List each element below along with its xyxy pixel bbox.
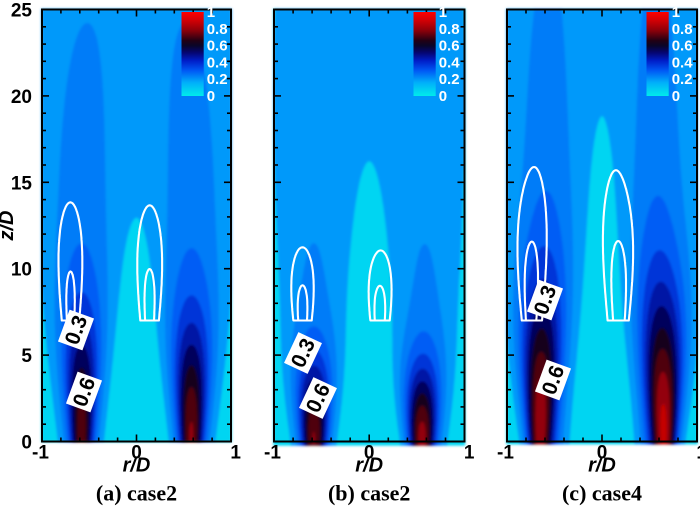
svg-text:-1: -1 xyxy=(264,443,281,464)
svg-text:0: 0 xyxy=(21,433,32,454)
svg-text:0.4: 0.4 xyxy=(672,54,694,71)
svg-text:25: 25 xyxy=(11,1,33,22)
svg-text:1: 1 xyxy=(696,443,700,464)
svg-text:-1: -1 xyxy=(32,443,49,464)
svg-text:z/D: z/D xyxy=(0,211,18,242)
svg-text:1: 1 xyxy=(672,4,680,21)
svg-text:15: 15 xyxy=(11,173,33,194)
svg-text:0.6: 0.6 xyxy=(439,38,460,55)
svg-text:r/D: r/D xyxy=(588,455,616,477)
svg-text:r/D: r/D xyxy=(355,455,383,477)
svg-text:1: 1 xyxy=(207,4,215,21)
svg-text:(b) case2: (b) case2 xyxy=(328,481,410,506)
svg-text:1: 1 xyxy=(230,443,241,464)
svg-text:10: 10 xyxy=(11,260,32,281)
svg-text:0.4: 0.4 xyxy=(439,54,461,71)
svg-text:0.2: 0.2 xyxy=(439,71,460,88)
svg-text:0.2: 0.2 xyxy=(207,71,228,88)
svg-text:0.6: 0.6 xyxy=(672,38,693,55)
svg-text:0.6: 0.6 xyxy=(207,38,228,55)
svg-text:0: 0 xyxy=(439,88,447,105)
svg-text:(c) case4: (c) case4 xyxy=(562,481,642,506)
svg-text:0: 0 xyxy=(207,88,215,105)
svg-text:0.8: 0.8 xyxy=(207,21,228,38)
svg-text:-1: -1 xyxy=(497,443,514,464)
svg-text:0.2: 0.2 xyxy=(672,71,693,88)
svg-text:0.8: 0.8 xyxy=(672,21,693,38)
svg-text:0.8: 0.8 xyxy=(439,21,460,38)
svg-text:5: 5 xyxy=(21,346,32,367)
svg-text:0.4: 0.4 xyxy=(207,54,229,71)
svg-text:(a) case2: (a) case2 xyxy=(96,481,177,506)
svg-text:20: 20 xyxy=(11,87,32,108)
svg-text:r/D: r/D xyxy=(123,455,151,477)
svg-text:0: 0 xyxy=(672,88,680,105)
svg-text:1: 1 xyxy=(464,443,475,464)
svg-text:1: 1 xyxy=(439,4,447,21)
